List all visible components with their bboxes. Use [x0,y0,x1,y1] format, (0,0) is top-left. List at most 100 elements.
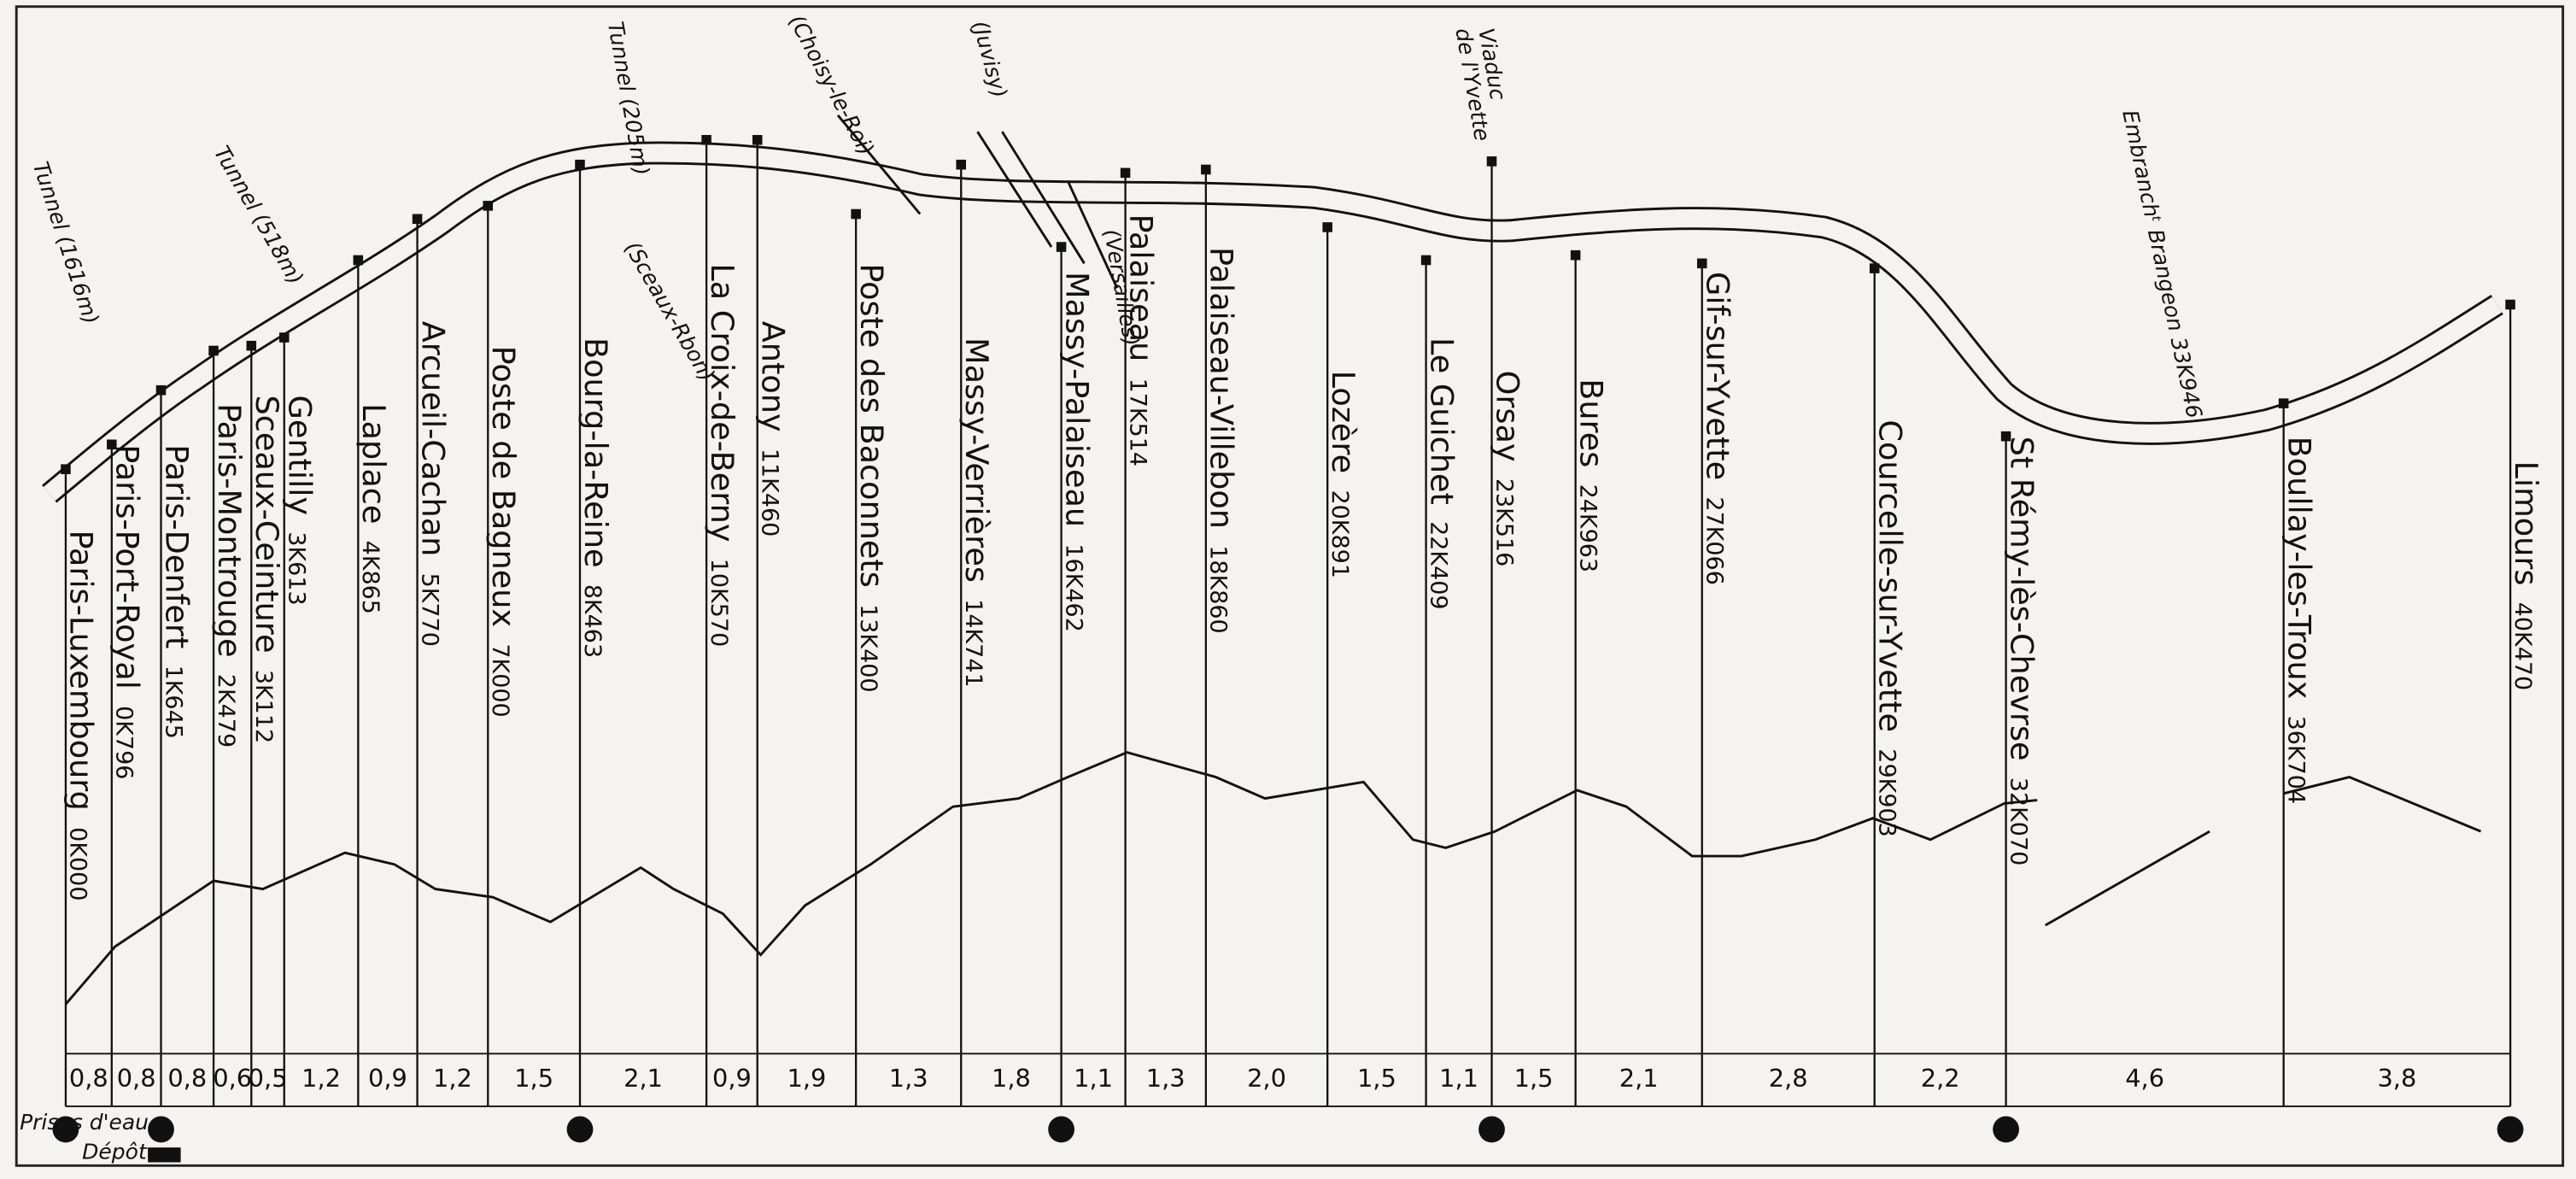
annotation: Embranchᵗ Brangeon 33K946 [2117,108,2207,420]
station-km: 29K903 [1873,748,1900,836]
station-marker [1696,258,1707,269]
water-intake [566,1116,594,1143]
distance: 0,9 [712,1064,752,1093]
distance: 1,1 [1074,1064,1113,1093]
station-marker [956,159,967,170]
distance: 1,3 [1146,1064,1186,1093]
station-name: Courcelle-sur-Yvette [1871,419,1908,732]
annotation: (Choisy-le-Roi) [784,10,879,160]
distance: 0,9 [368,1064,407,1093]
water-intake [1993,1116,2019,1143]
station-name: Lozère [1325,371,1361,474]
station-marker [2278,398,2289,408]
station-label: Courcelle-sur-Yvette 29K903 [1871,419,1908,836]
track-inner [43,144,2503,502]
station-name: Boullay-les-Troux [2280,437,2317,700]
distance: 0,8 [167,1064,207,1093]
station-label: Bures 24K963 [1572,378,1609,572]
station-marker [1420,255,1431,266]
distance: 1,1 [1439,1064,1478,1093]
depot-symbol [148,1147,181,1163]
station-name: Paris-Luxembourg [63,530,100,810]
station-km: 3K112 [250,670,277,743]
station-marker [1322,222,1332,232]
station-marker [483,201,494,211]
distance: 2,1 [1619,1064,1659,1093]
distance: 1,9 [787,1064,827,1093]
station-km: 5K770 [416,573,442,647]
station-km: 36K704 [2282,716,2309,804]
station-marker [752,135,763,145]
station-marker [2000,431,2011,442]
station-marker [2505,299,2515,310]
station-name: Poste des Baconnets [853,263,890,588]
station-label: Boullay-les-Troux 36K704 [2280,437,2317,804]
distance: 0,5 [249,1064,288,1093]
distance: 2,0 [1247,1064,1286,1093]
station-label: Paris-Denfert 1K645 [158,444,195,739]
station-marker [1201,164,1211,175]
station-km: 4K865 [357,541,383,614]
station-label: Palaiseau 17K514 [1122,214,1159,467]
station-marker [701,135,711,145]
station-name: Palaiseau [1122,214,1159,362]
station-km: 22K409 [1425,521,1451,609]
station-label: Le Guichet 22K409 [1423,337,1460,610]
water-intake [52,1116,79,1143]
station-label: Limours 40K470 [2508,461,2544,691]
station-km: 27K066 [1701,496,1728,584]
distance: 1,8 [992,1064,1031,1093]
station-marker [851,208,861,220]
profile [64,751,2038,1006]
station-km: 8K463 [579,584,606,658]
station-label: Paris-Port-Royal 0K796 [109,444,146,779]
distance: 0,8 [117,1064,156,1093]
distance: 1,2 [302,1064,341,1093]
station-marker [353,255,364,266]
station-marker [1120,167,1131,179]
station-name: Paris-Port-Royal [109,444,146,689]
distance: 0,6 [213,1064,252,1093]
distance: 1,3 [889,1064,928,1093]
station-name: Palaiseau-Villebon [1203,247,1240,529]
station-label: Bourg-la-Reine 8K463 [577,337,614,658]
station-name: Gif-sur-Yvette [1700,272,1736,480]
station-km: 17K514 [1124,378,1150,466]
frame [15,5,2565,1167]
station-name: Massy-Verrières [958,337,995,583]
station-name: Massy-Palaiseau [1058,272,1095,527]
station-label: La Croix-de-Berny 10K570 [704,263,741,647]
station-label: Sceaux-Ceinture 3K112 [249,395,285,743]
station-marker [246,340,257,351]
station-km: 11K460 [757,449,783,537]
station-km: 20K891 [1326,490,1353,578]
station-km: 3K613 [284,531,310,605]
distance: 0,8 [69,1064,108,1093]
station-marker [61,464,71,474]
distance: 2,8 [1769,1064,1808,1093]
diagram-body: Tunnel (1616m) Tunnel (518m) Tunnel (205… [15,5,2565,1167]
profile-end [2283,776,2482,833]
water-intake [1478,1116,1505,1143]
station-marker [1570,249,1581,261]
station-km: 0K000 [65,827,91,900]
station-label: Gif-sur-Yvette 27K066 [1700,272,1736,585]
station-marker [1869,263,1880,273]
station-label: Poste des Baconnets 13K400 [853,263,890,692]
distance: 2,1 [624,1064,663,1093]
station-marker [155,384,167,396]
distance: 4,6 [2125,1064,2164,1093]
station-label: Massy-Palaiseau 16K462 [1058,272,1095,632]
station-km: 1K645 [160,666,186,739]
station-km: 40K470 [2509,602,2536,690]
distance: 1,5 [1357,1064,1396,1093]
distance: 2,2 [1921,1064,1960,1093]
distance: 3,8 [2377,1064,2416,1093]
station-name: Paris-Denfert [158,444,195,648]
station-label: St Rémy-lès-Chevrse 32K070 [2003,437,2040,866]
distance: 1,2 [433,1064,472,1093]
station-km: 10K570 [705,559,732,647]
water-intake [148,1116,174,1143]
station-km: 13K400 [855,604,881,692]
